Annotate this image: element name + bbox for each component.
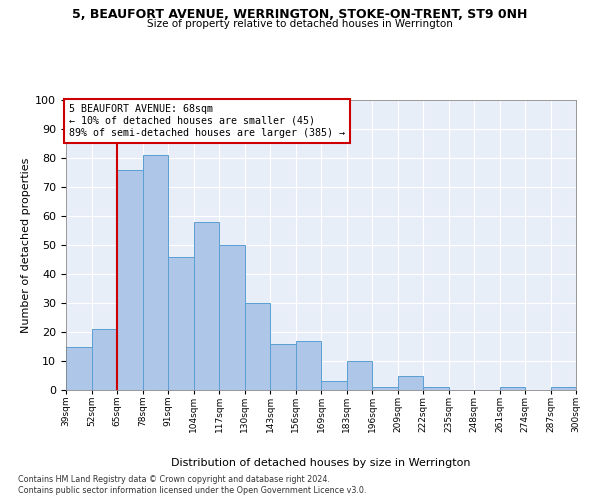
Bar xyxy=(398,376,423,390)
Bar xyxy=(193,222,219,390)
Bar xyxy=(245,303,270,390)
Bar xyxy=(168,256,193,390)
Bar xyxy=(347,361,372,390)
Bar xyxy=(143,155,168,390)
Bar xyxy=(296,340,321,390)
Bar xyxy=(372,387,398,390)
Bar xyxy=(91,329,117,390)
Bar xyxy=(219,245,245,390)
Bar xyxy=(66,346,91,390)
Bar xyxy=(499,387,525,390)
Bar xyxy=(117,170,143,390)
Bar xyxy=(423,387,449,390)
Text: 5 BEAUFORT AVENUE: 68sqm
← 10% of detached houses are smaller (45)
89% of semi-d: 5 BEAUFORT AVENUE: 68sqm ← 10% of detach… xyxy=(68,104,344,138)
Text: Size of property relative to detached houses in Werrington: Size of property relative to detached ho… xyxy=(147,19,453,29)
Bar xyxy=(270,344,296,390)
Bar xyxy=(321,382,347,390)
Text: Contains HM Land Registry data © Crown copyright and database right 2024.: Contains HM Land Registry data © Crown c… xyxy=(18,475,330,484)
Text: 5, BEAUFORT AVENUE, WERRINGTON, STOKE-ON-TRENT, ST9 0NH: 5, BEAUFORT AVENUE, WERRINGTON, STOKE-ON… xyxy=(73,8,527,20)
Text: Contains public sector information licensed under the Open Government Licence v3: Contains public sector information licen… xyxy=(18,486,367,495)
Y-axis label: Number of detached properties: Number of detached properties xyxy=(21,158,31,332)
Bar xyxy=(551,387,576,390)
Text: Distribution of detached houses by size in Werrington: Distribution of detached houses by size … xyxy=(171,458,471,468)
